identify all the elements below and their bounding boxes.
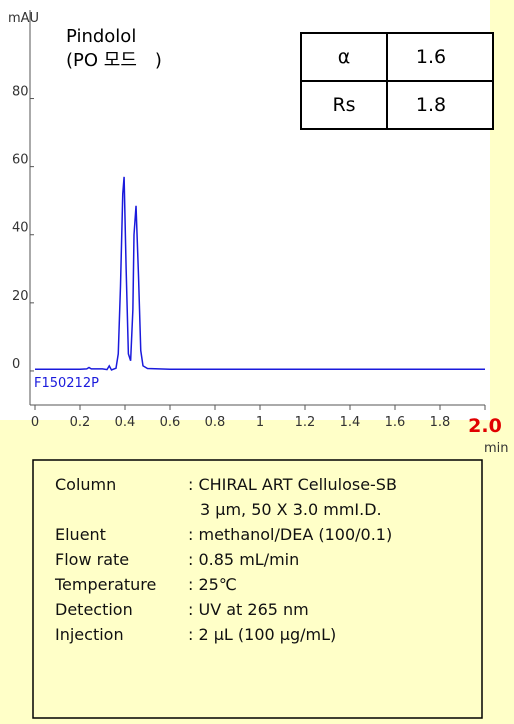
x-tick-label: 0.8 <box>205 415 226 430</box>
chart-title: Pindolol <box>66 26 136 47</box>
condition-label: Column <box>55 475 116 494</box>
condition-value: : methanol/DEA (100/0.1) <box>188 525 392 544</box>
x-tick-label: 1.4 <box>340 415 361 430</box>
condition-value: : 2 μL (100 μg/mL) <box>188 625 336 644</box>
y-axis-label: mAU <box>8 11 39 26</box>
x-axis-label: min <box>484 441 509 456</box>
condition-value: : UV at 265 nm <box>188 600 309 619</box>
x-tick-label: 1 <box>256 415 264 430</box>
table-cell: 1.8 <box>416 94 446 116</box>
condition-label: Detection <box>55 600 133 619</box>
condition-value: : CHIRAL ART Cellulose-SB <box>188 475 397 494</box>
x-tick-label: 0.6 <box>160 415 181 430</box>
condition-value: : 25℃ <box>188 575 237 594</box>
trace <box>35 176 485 371</box>
conditions-box <box>32 459 483 719</box>
conditions: Column : CHIRAL ART Cellulose-SB 3 μm, 50 … <box>54 475 397 644</box>
x-tick-label: 0 <box>31 415 39 430</box>
chart-subtitle: (PO 모드 ) <box>66 50 162 71</box>
file-annotation: F150212P <box>34 376 99 391</box>
x-tick-label: 1.2 <box>295 415 316 430</box>
y-tick-label: 80 <box>12 85 29 100</box>
condition-label: Eluent <box>55 525 106 544</box>
condition-label: Temperature <box>54 575 156 594</box>
x-tick-label: 0.4 <box>115 415 136 430</box>
x-tick-label: 2.0 <box>468 415 502 437</box>
y-tick-label: 40 <box>12 221 29 236</box>
condition-label: Flow rate <box>55 550 129 569</box>
stats-table: α 1.6 Rs 1.8 <box>300 32 494 130</box>
condition-value: 3 μm, 50 X 3.0 mmI.D. <box>200 500 382 519</box>
table-cell: Rs <box>332 94 355 116</box>
y-tick-label: 60 <box>12 153 29 168</box>
y-tick-label: 20 <box>12 289 29 304</box>
x-tick-label: 1.8 <box>430 415 451 430</box>
table-cell: α <box>338 46 351 68</box>
x-tick-label: 0.2 <box>70 415 91 430</box>
table-cell: 1.6 <box>416 46 446 68</box>
x-tick-label: 1.6 <box>385 415 406 430</box>
condition-value: : 0.85 mL/min <box>188 550 299 569</box>
y-tick-label: 0 <box>12 357 20 372</box>
condition-label: Injection <box>55 625 124 644</box>
